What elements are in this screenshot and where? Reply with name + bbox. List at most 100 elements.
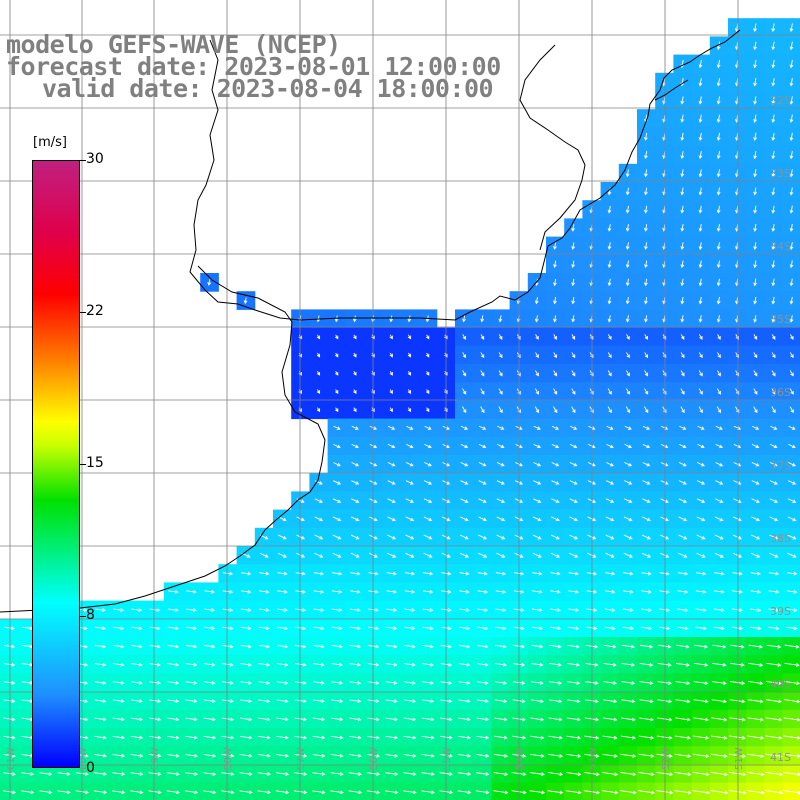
wind-arrow <box>422 662 434 667</box>
wind-speed-cell <box>782 400 800 420</box>
wind-arrow <box>404 662 416 667</box>
wind-arrow <box>57 790 71 795</box>
wind-arrow <box>713 626 725 631</box>
wind-arrow <box>277 552 287 558</box>
wind-arrow <box>605 480 615 485</box>
wind-arrow <box>387 462 396 467</box>
wind-arrow <box>712 644 727 649</box>
wind-arrow <box>313 608 325 612</box>
wind-arrow <box>551 443 560 449</box>
wind-arrow <box>604 608 616 612</box>
wind-arrow <box>534 315 539 323</box>
wind-arrow <box>94 681 107 685</box>
wind-arrow <box>765 699 782 704</box>
wind-arrow <box>498 388 503 395</box>
wind-arrow <box>94 699 107 704</box>
wind-arrow <box>424 425 432 430</box>
wind-arrow <box>423 571 434 576</box>
wind-arrow <box>625 260 630 269</box>
wind-arrow <box>692 790 710 795</box>
wind-arrow <box>405 462 414 467</box>
wind-arrow <box>331 644 343 649</box>
wind-arrow <box>476 681 489 685</box>
wind-arrow <box>2 790 17 795</box>
wind-arrow <box>710 753 728 758</box>
wind-arrow <box>747 753 765 758</box>
wind-arrow <box>571 260 576 269</box>
wind-arrow <box>385 753 399 758</box>
wind-arrow <box>656 753 673 758</box>
wind-arrow <box>569 552 579 558</box>
wind-arrow <box>625 388 630 395</box>
wind-arrow <box>565 772 582 777</box>
wind-arrow <box>460 443 469 449</box>
wind-arrow <box>389 370 393 376</box>
wind-arrow <box>204 589 215 594</box>
wind-arrow <box>789 352 794 359</box>
wind-arrow <box>587 462 596 467</box>
wind-arrow <box>657 699 673 704</box>
wind-arrow <box>422 681 435 685</box>
wind-arrow <box>788 425 796 430</box>
wind-arrow <box>621 699 636 704</box>
wind-arrow <box>771 334 776 340</box>
wind-arrow <box>789 278 794 287</box>
wind-arrow <box>713 608 725 612</box>
latitude-label: 41S <box>770 751 791 764</box>
wind-arrow <box>587 552 597 558</box>
wind-arrow <box>184 772 199 776</box>
wind-arrow <box>532 589 543 594</box>
wind-arrow <box>728 790 747 795</box>
wind-arrow <box>644 260 648 269</box>
wind-arrow <box>167 699 180 704</box>
wind-speed-cell <box>782 327 800 347</box>
wind-arrow <box>716 96 721 105</box>
wind-arrow <box>680 114 685 123</box>
wind-arrow <box>332 552 342 558</box>
wind-arrow <box>565 790 582 795</box>
wind-arrow <box>167 626 179 631</box>
wind-arrow <box>462 315 466 323</box>
wind-arrow <box>478 552 488 558</box>
wind-arrow <box>349 626 361 631</box>
title-valid-date: valid date: 2023-08-04 18:00:00 <box>42 74 494 103</box>
wind-arrow <box>680 132 685 141</box>
wind-arrow <box>715 480 724 485</box>
wind-arrow <box>497 425 505 430</box>
wind-arrow <box>584 735 600 740</box>
wind-arrow <box>258 662 271 667</box>
wind-arrow <box>697 462 705 467</box>
wind-arrow <box>386 626 398 631</box>
wind-arrow <box>405 552 415 558</box>
wind-arrow <box>769 552 779 558</box>
wind-arrow <box>625 205 630 214</box>
longitude-label: 60W <box>78 747 89 770</box>
wind-arrow <box>384 790 399 795</box>
wind-arrow <box>588 443 596 449</box>
wind-arrow <box>693 699 709 704</box>
wind-arrow <box>221 790 235 795</box>
wind-arrow <box>422 699 435 704</box>
wind-arrow <box>495 571 507 576</box>
wind-arrow <box>331 608 343 612</box>
wind-arrow <box>605 516 615 522</box>
coastline-argentina <box>0 265 326 613</box>
wind-arrow <box>715 462 724 467</box>
wind-arrow <box>353 370 357 376</box>
wind-arrow <box>625 224 630 232</box>
wind-arrow <box>717 334 721 340</box>
wind-arrow <box>602 771 619 777</box>
wind-arrow <box>641 571 652 576</box>
wind-arrow <box>389 407 393 413</box>
wind-arrow <box>569 498 578 503</box>
wind-arrow <box>680 296 685 305</box>
wind-arrow <box>750 552 761 558</box>
wind-arrow <box>460 516 469 522</box>
wind-arrow <box>753 41 757 51</box>
wind-arrow <box>660 425 669 430</box>
wind-arrow <box>753 260 757 269</box>
wind-arrow <box>680 315 685 323</box>
wind-arrow <box>314 534 324 540</box>
wind-arrow <box>221 717 235 722</box>
wind-arrow <box>678 462 687 467</box>
